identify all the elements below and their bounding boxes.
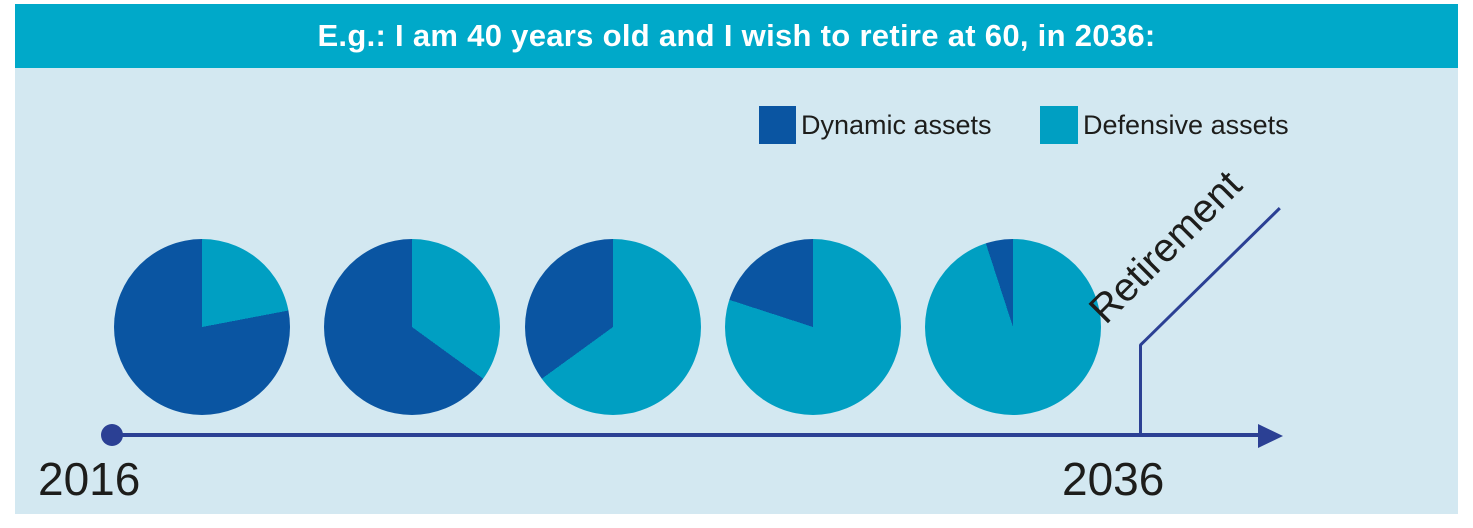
page-title: E.g.: I am 40 years old and I wish to re… bbox=[317, 18, 1156, 53]
timeline-arrowhead-icon bbox=[1258, 424, 1283, 448]
pie-chart-4 bbox=[725, 239, 901, 415]
retirement-junction-vertical-line bbox=[1139, 345, 1142, 435]
timeline-line bbox=[112, 433, 1262, 437]
header-bar: E.g.: I am 40 years old and I wish to re… bbox=[15, 4, 1458, 68]
pie-chart-1 bbox=[114, 239, 290, 415]
pie-chart-2 bbox=[324, 239, 500, 415]
pie-chart-5 bbox=[925, 239, 1101, 415]
dynamic-assets-label: Dynamic assets bbox=[801, 110, 992, 140]
year-end-label: 2036 bbox=[1062, 453, 1165, 505]
defensive-assets-label: Defensive assets bbox=[1083, 110, 1289, 140]
pie-chart-3 bbox=[525, 239, 701, 415]
dynamic-assets-swatch bbox=[759, 106, 796, 144]
year-start-label: 2016 bbox=[38, 453, 141, 505]
defensive-assets-swatch bbox=[1040, 106, 1078, 144]
